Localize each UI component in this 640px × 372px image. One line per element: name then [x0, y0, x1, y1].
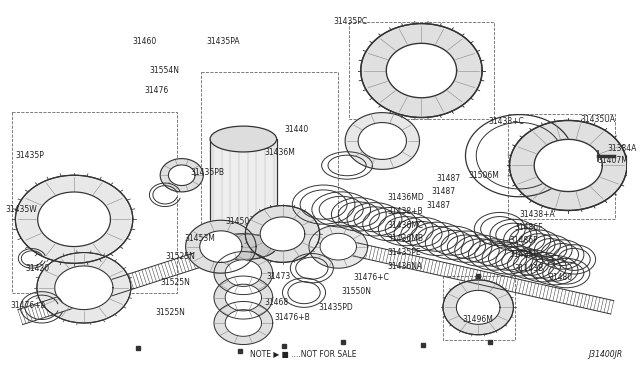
- Text: 31420: 31420: [25, 264, 49, 273]
- Bar: [12, 112, 177, 293]
- Text: 31438+C: 31438+C: [488, 117, 524, 126]
- Text: 31525N: 31525N: [165, 252, 195, 261]
- Polygon shape: [309, 225, 367, 268]
- Polygon shape: [345, 113, 419, 169]
- Text: 31440: 31440: [284, 125, 308, 134]
- Polygon shape: [358, 122, 406, 160]
- Text: 31435PA: 31435PA: [206, 37, 240, 46]
- Polygon shape: [160, 158, 204, 192]
- Text: 31436MD: 31436MD: [387, 193, 424, 202]
- Polygon shape: [214, 276, 273, 319]
- Bar: [202, 73, 339, 253]
- Polygon shape: [260, 217, 305, 251]
- Text: 31407M: 31407M: [598, 156, 628, 165]
- Polygon shape: [534, 140, 602, 192]
- Polygon shape: [38, 192, 111, 247]
- Text: 31435PD: 31435PD: [319, 303, 353, 312]
- Polygon shape: [245, 206, 320, 262]
- Polygon shape: [320, 233, 356, 260]
- Text: 31506M: 31506M: [468, 171, 499, 180]
- Bar: [443, 276, 515, 340]
- Text: 31460: 31460: [132, 37, 157, 46]
- Text: 31525N: 31525N: [160, 278, 190, 288]
- Text: 31435U: 31435U: [509, 250, 540, 259]
- Text: 31550N: 31550N: [341, 287, 371, 296]
- Polygon shape: [443, 280, 513, 335]
- Text: 31435P: 31435P: [15, 151, 44, 160]
- Text: 31450: 31450: [226, 217, 250, 226]
- Text: 31487: 31487: [426, 201, 451, 210]
- Text: 31438+B: 31438+B: [387, 207, 423, 216]
- Polygon shape: [225, 284, 262, 311]
- Text: 31435W: 31435W: [6, 205, 37, 214]
- Text: 31435PE: 31435PE: [387, 248, 421, 257]
- Text: 31476+B: 31476+B: [275, 312, 310, 322]
- Polygon shape: [361, 23, 482, 118]
- Polygon shape: [509, 121, 627, 211]
- Bar: [508, 113, 615, 219]
- Text: 31435PB: 31435PB: [191, 168, 225, 177]
- Polygon shape: [168, 165, 195, 186]
- Text: 31476+C: 31476+C: [353, 273, 389, 282]
- Text: 31476: 31476: [145, 86, 169, 94]
- Polygon shape: [186, 220, 256, 273]
- Ellipse shape: [210, 126, 276, 152]
- Polygon shape: [456, 291, 500, 324]
- Text: 31436M: 31436M: [265, 148, 296, 157]
- Text: 31384A: 31384A: [607, 144, 637, 153]
- Bar: [210, 139, 276, 247]
- Text: 31496M: 31496M: [463, 315, 493, 324]
- Text: 31436MC: 31436MC: [387, 221, 423, 230]
- Text: 31143B: 31143B: [515, 264, 543, 273]
- Ellipse shape: [210, 234, 276, 260]
- Text: 31480: 31480: [548, 273, 573, 282]
- Text: 31554N: 31554N: [149, 66, 179, 75]
- Text: 31486F: 31486F: [509, 236, 538, 245]
- Polygon shape: [200, 231, 242, 263]
- Text: 31486F: 31486F: [515, 222, 543, 232]
- Text: 31453M: 31453M: [185, 234, 216, 243]
- Polygon shape: [37, 253, 131, 323]
- Polygon shape: [15, 175, 132, 263]
- Text: 31435PC: 31435PC: [333, 17, 367, 26]
- Polygon shape: [214, 301, 273, 344]
- Text: 31438+A: 31438+A: [519, 210, 555, 219]
- Text: J31400JR: J31400JR: [588, 350, 622, 359]
- Text: 31436MB: 31436MB: [387, 234, 423, 243]
- Text: 31487: 31487: [431, 187, 455, 196]
- Polygon shape: [225, 260, 262, 286]
- Bar: [349, 22, 494, 119]
- Polygon shape: [225, 310, 262, 336]
- Text: 31476+A: 31476+A: [10, 301, 46, 310]
- Polygon shape: [387, 43, 456, 98]
- Text: NOTE ▶ ■ ....NOT FOR SALE: NOTE ▶ ■ ....NOT FOR SALE: [250, 350, 356, 359]
- Text: 31436NA: 31436NA: [387, 262, 422, 271]
- Text: 31487: 31487: [436, 174, 460, 183]
- Text: 31473: 31473: [267, 272, 291, 280]
- Text: 31525N: 31525N: [156, 308, 185, 317]
- Polygon shape: [55, 266, 113, 310]
- Text: 31435UA: 31435UA: [580, 115, 615, 124]
- Text: 31468: 31468: [265, 298, 289, 307]
- Polygon shape: [214, 251, 273, 295]
